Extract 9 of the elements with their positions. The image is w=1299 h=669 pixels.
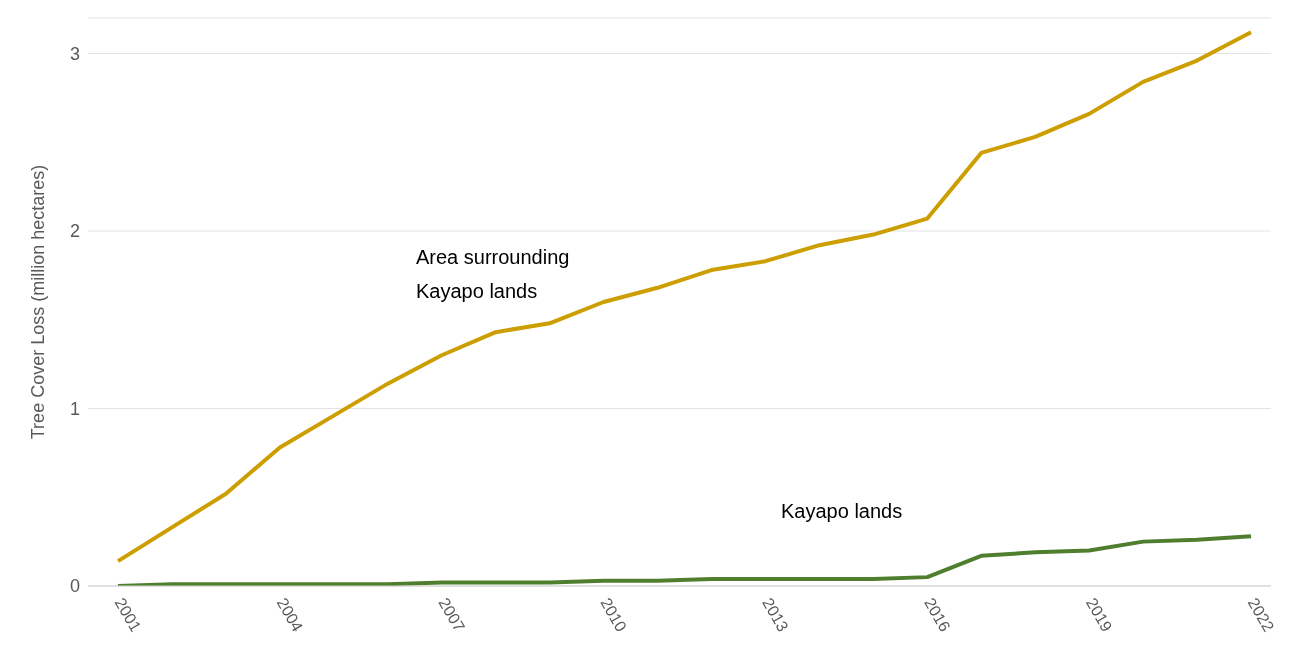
- y-tick-label: 1: [69, 398, 80, 419]
- y-axis-title: Tree Cover Loss (million hectares): [28, 164, 49, 440]
- y-tick-label: 2: [69, 221, 80, 242]
- line-series: [116, 30, 1253, 564]
- y-tick-label: 0: [69, 576, 80, 597]
- line-series: [116, 534, 1253, 586]
- y-tick-label: 3: [69, 43, 80, 64]
- series-label: Area surrounding Kayapo lands: [416, 245, 571, 304]
- text: Kayapo lands: [781, 499, 904, 524]
